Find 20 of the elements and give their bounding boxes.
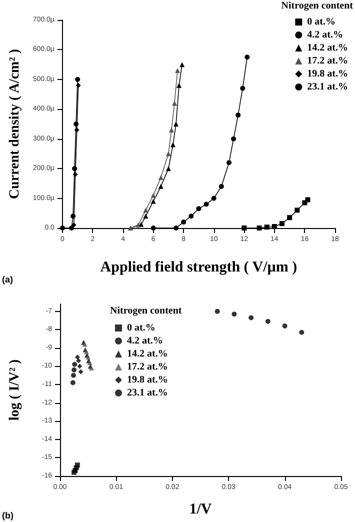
legend-label: 19.8 at.% (127, 374, 168, 386)
x-axis-title: 1/V (189, 502, 212, 518)
text: (a) (2, 274, 13, 284)
legend-title: Nitrogen content (281, 0, 354, 12)
legend-label: 14.2 at.% (127, 348, 168, 360)
x-axis-title: Applied field strength ( V/µm ) (100, 260, 298, 276)
legend-label: 4.2 at.% (127, 336, 163, 346)
legend-label: 4.2 at.% (307, 30, 344, 40)
legend-label: 0 at.% (127, 322, 156, 334)
legend-label: 23.1 at.% (307, 82, 348, 92)
text: (b) (2, 510, 14, 520)
y-axis-title: Current density ( A/cm² ) (8, 48, 22, 200)
y-axis-title: log ( I/V² ) (8, 358, 22, 421)
legend-label: 14.2 at.% (307, 42, 348, 54)
legend-label: 23.1 at.% (127, 388, 168, 398)
legend-title: Nitrogen content (110, 306, 182, 316)
legend-label: 17.2 at.% (127, 362, 168, 372)
legend-label: 17.2 at.% (307, 56, 348, 66)
legend-label: 19.8 at.% (307, 68, 348, 80)
legend-label: 0 at.% (307, 16, 336, 28)
